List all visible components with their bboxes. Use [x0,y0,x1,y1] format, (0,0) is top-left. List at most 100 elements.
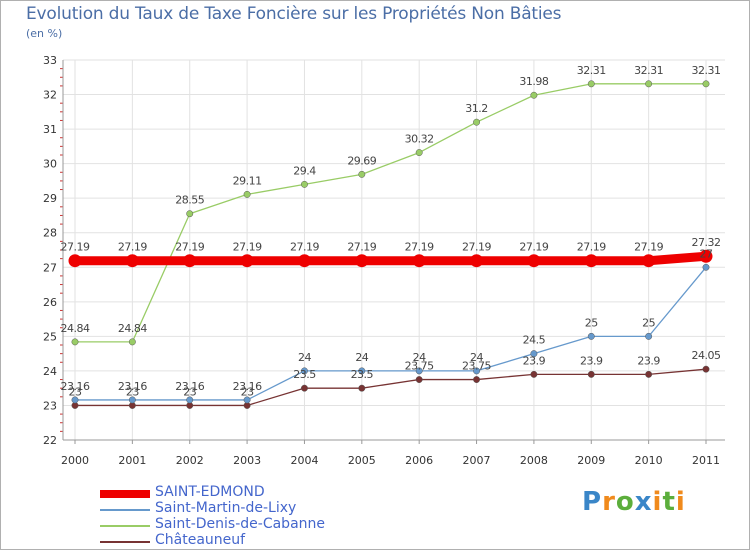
data-label: 23.16 [233,380,262,393]
legend-swatch [100,509,150,511]
data-point-saint-denis-de-cabanne [301,180,308,188]
y-tick-label: 25 [43,330,57,343]
data-label: 32.31 [577,64,606,77]
series-line-saint-martin-de-lixy [74,266,707,401]
data-point-chateauneuf [645,370,653,378]
data-point-saint-edmond [183,254,197,268]
data-label: 27.19 [405,241,434,254]
data-label: 32.31 [634,64,663,77]
y-tick-label: 30 [43,158,57,171]
data-label: 23.9 [580,354,603,367]
series-line-saint-denis-de-cabanne [74,83,707,343]
data-label: 27.19 [577,241,606,254]
y-tick-label: 27 [43,261,57,274]
data-point-saint-martin-de-lixy [473,367,480,375]
data-point-saint-martin-de-lixy [645,332,653,340]
series-layer [68,80,713,409]
x-tick-label: 2011 [692,454,720,467]
data-label: 23.9 [637,354,660,367]
data-label: 27.19 [233,241,262,254]
x-tick-label: 2000 [61,454,89,467]
data-label: 24.84 [61,322,90,335]
x-tick-label: 2007 [463,454,491,467]
y-tick-label: 29 [43,192,57,205]
data-label: 27.19 [175,241,204,254]
data-point-saint-martin-de-lixy [128,396,136,404]
data-label: 23 [241,385,254,398]
data-point-saint-denis-de-cabanne [186,210,194,218]
data-label: 24 [470,351,483,364]
data-label: 27.19 [519,241,548,254]
data-point-saint-martin-de-lixy [243,396,251,404]
x-tick-label: 2009 [577,454,605,467]
y-tick-label: 24 [43,365,57,378]
series-line-saint-edmond [70,251,711,266]
data-point-saint-denis-de-cabanne [702,80,710,88]
data-label: 28.55 [175,194,204,207]
data-point-saint-denis-de-cabanne [358,170,366,178]
data-label: 29.4 [293,164,316,177]
data-point-saint-edmond [642,254,656,268]
data-label: 23.75 [462,360,491,373]
y-tick-label: 33 [43,54,57,67]
data-point-saint-edmond [240,254,254,268]
x-tick-label: 2005 [348,454,376,467]
data-point-saint-denis-de-cabanne [530,91,538,99]
data-label: 29.11 [233,174,262,187]
data-label: 30.32 [405,133,434,146]
legend-swatch [100,490,150,498]
data-label: 23.16 [61,380,90,393]
data-label: 27.19 [462,241,491,254]
data-label: 24.5 [523,334,546,347]
data-point-saint-edmond [355,254,369,268]
data-point-saint-denis-de-cabanne [243,190,251,198]
x-tick-label: 2001 [118,454,146,467]
chart-unit-label: (en %) [26,27,63,40]
data-point-saint-martin-de-lixy [415,367,423,375]
data-point-saint-denis-de-cabanne [128,338,136,346]
data-label: 23 [183,385,196,398]
data-point-saint-edmond [297,254,311,268]
data-label: 27.19 [118,241,147,254]
data-label: 24 [298,351,311,364]
data-point-saint-martin-de-lixy [530,350,538,358]
data-point-saint-edmond [470,254,484,268]
data-point-saint-martin-de-lixy [358,367,366,375]
proxiti-logo: Proxiti [582,487,686,517]
data-label: 32.31 [692,64,721,77]
legend-label: Saint-Martin-de-Lixy [155,500,297,516]
y-tick-label: 31 [43,123,57,136]
data-point-chateauneuf [473,376,480,383]
data-label: 23.5 [351,368,374,381]
data-label: 23 [69,385,82,398]
data-point-saint-edmond [699,249,713,263]
data-label: 23.75 [405,360,434,373]
data-label: 27.19 [634,241,663,254]
data-label: 24.84 [118,322,147,335]
data-point-saint-edmond [125,254,139,268]
data-label: 27.19 [61,241,90,254]
data-label: 25 [585,316,598,329]
x-tick-label: 2002 [176,454,204,467]
data-point-chateauneuf [702,365,710,373]
x-tick-label: 2004 [290,454,318,467]
axis-layer: 22 23 24 25 26 27 28 29 30 31 32 33 2000 2001 2002 2003… [43,54,725,467]
data-label: 27 [700,247,713,260]
data-label-layer: 27.19 27.19 27.19 27.19 27.19 27.19 27.19 27.19… [61,64,722,399]
data-point-saint-denis-de-cabanne [587,80,595,88]
data-label: 23 [126,385,139,398]
data-point-saint-denis-de-cabanne [473,118,480,126]
data-label: 27.19 [347,241,376,254]
y-tick-label: 23 [43,399,57,412]
data-point-saint-martin-de-lixy [587,332,595,340]
data-label: 27.32 [692,236,721,249]
data-label: 24 [355,351,368,364]
data-label: 23.5 [293,368,316,381]
data-point-saint-edmond [584,254,598,268]
x-tick-label: 2006 [405,454,433,467]
data-point-saint-edmond [527,254,541,268]
series-line-chateauneuf [74,368,707,407]
legend-swatch [100,541,150,543]
data-label: 31.2 [465,102,488,115]
data-point-saint-edmond [412,254,426,268]
